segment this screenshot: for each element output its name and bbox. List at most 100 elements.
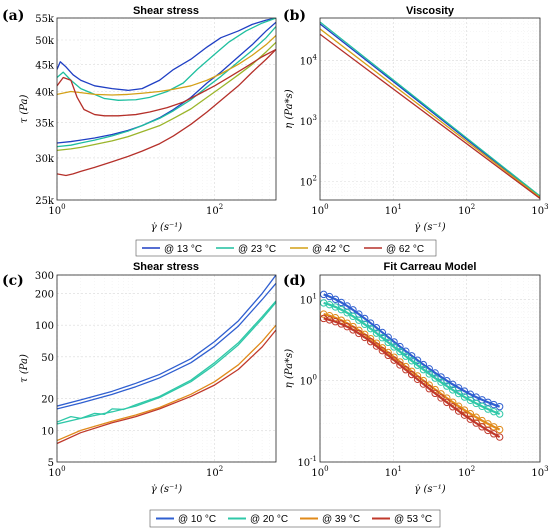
data-point: [407, 370, 416, 379]
data-point: [478, 423, 486, 431]
y-tick-label: 5: [48, 458, 54, 469]
x-tick-label: 102: [458, 203, 475, 217]
data-point: [331, 303, 340, 311]
series-line: [57, 282, 276, 410]
y-tick-label: 101: [300, 292, 317, 306]
legend-top-label-4: @ 62 °C: [386, 244, 424, 255]
data-point: [402, 352, 410, 360]
x-tick-label: 100: [311, 203, 328, 217]
y-axis-label: η (Pa*s): [284, 89, 295, 128]
chart-title-a: Shear stress: [133, 5, 199, 17]
panel-label-d: (d): [283, 273, 306, 289]
legend-top-box: [135, 239, 437, 257]
data-point: [390, 356, 398, 364]
data-point: [349, 326, 357, 334]
series-group: [320, 21, 540, 199]
series-line: [57, 329, 276, 445]
series-line: [57, 26, 276, 148]
series-line: [57, 34, 276, 96]
y-axis-label: η (Pa*s): [284, 349, 295, 388]
y-tick-label: 20: [41, 395, 54, 406]
data-point: [449, 403, 457, 411]
data-point: [407, 357, 416, 365]
x-tick-label: 101: [385, 465, 402, 479]
data-point: [402, 347, 410, 355]
data-point: [484, 426, 492, 435]
y-tick-label: 55k: [35, 14, 55, 25]
data-point: [490, 430, 498, 438]
chart-title-b: Viscosity: [406, 5, 455, 17]
data-point: [431, 374, 439, 382]
data-point: [460, 393, 469, 401]
data-point: [466, 396, 475, 405]
legend-top-label-3: @ 42 °C: [312, 244, 350, 255]
y-tick-label: 10: [41, 426, 54, 437]
plot-area: [57, 275, 276, 462]
data-point: [361, 333, 369, 342]
x-axis-label: γ̇ (s⁻¹): [151, 222, 182, 233]
data-point: [378, 334, 387, 342]
series-line: [320, 28, 540, 199]
y-tick-label: 200: [35, 290, 54, 301]
x-axis-label: γ̇ (s⁻¹): [414, 484, 445, 495]
data-point: [337, 305, 345, 314]
y-tick-label: 104: [300, 53, 318, 67]
data-point: [355, 329, 363, 338]
y-tick-label: 102: [300, 175, 317, 189]
series-line: [320, 23, 540, 198]
data-point: [495, 402, 504, 411]
legend-bottom: @ 10 °C @ 20 °C @ 39 °C @ 53 °C: [149, 509, 441, 528]
chart-title-c: Shear stress: [133, 261, 199, 273]
data-point: [343, 322, 351, 331]
series-line: [57, 48, 276, 177]
legend-top-label-1: @ 13 °C: [164, 244, 202, 255]
data-point: [466, 415, 475, 423]
y-tick-label: 103: [300, 114, 317, 128]
data-point: [372, 329, 381, 337]
data-point: [384, 351, 392, 360]
data-point: [495, 410, 504, 418]
y-tick-label: 10-1: [297, 455, 317, 469]
y-axis-label: τ (Pa): [19, 354, 30, 383]
data-point: [413, 356, 422, 364]
x-tick-label: 100: [311, 465, 328, 479]
data-point: [366, 337, 375, 346]
data-point: [396, 342, 404, 351]
x-tick-label: 103: [531, 465, 548, 479]
y-tick-label: 30k: [35, 154, 55, 165]
data-point: [325, 292, 334, 301]
data-point: [495, 425, 504, 434]
data-point: [490, 423, 498, 431]
data-point: [454, 389, 463, 398]
y-tick-label: 40k: [35, 88, 55, 99]
data-point: [366, 324, 375, 333]
data-point: [396, 361, 404, 369]
data-point: [343, 309, 351, 317]
plot-c: 100 102 5 10 20 50 100 200 300 γ̇ (s⁻¹) τ (Pa): [19, 271, 277, 495]
data-point: [419, 365, 428, 374]
data-point: [390, 338, 398, 346]
x-axis-label: γ̇ (s⁻¹): [414, 222, 445, 233]
series-line: [57, 18, 276, 92]
plot-area: [57, 18, 276, 200]
series-line: [57, 48, 276, 117]
data-point: [472, 419, 480, 427]
data-point: [413, 375, 422, 384]
data-point: [413, 361, 422, 369]
y-tick-label: 100: [300, 374, 317, 388]
data-point: [460, 411, 469, 419]
series-line: [57, 275, 276, 407]
fit-line: [323, 293, 501, 408]
data-point: [402, 366, 410, 374]
series-line: [57, 301, 276, 425]
x-tick-label: 102: [206, 465, 223, 479]
data-point: [443, 382, 451, 390]
series-line: [57, 18, 276, 101]
legend-bottom-label-4: @ 53 °C: [394, 514, 432, 525]
legend-bottom-label-2: @ 20 °C: [250, 514, 288, 525]
data-point: [437, 394, 445, 402]
data-point: [396, 347, 404, 356]
data-point: [443, 398, 451, 407]
